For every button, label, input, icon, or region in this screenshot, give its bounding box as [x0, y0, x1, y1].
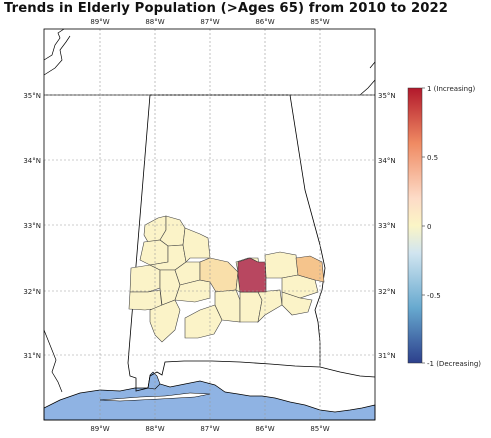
lat-label-right: 35°N: [378, 92, 396, 100]
lon-label-bottom: 87°W: [200, 425, 219, 433]
lon-label-bottom: 86°W: [255, 425, 274, 433]
latitude-labels-left: 35°N 34°N 33°N 32°N 31°N: [23, 92, 41, 360]
lat-label-left: 33°N: [23, 222, 41, 230]
lon-label-top: 85°W: [310, 18, 329, 26]
lat-label-right: 33°N: [378, 222, 396, 230]
lon-label-top: 86°W: [255, 18, 274, 26]
lat-label-left: 34°N: [23, 157, 41, 165]
lon-label-bottom: 89°W: [90, 425, 109, 433]
lon-label-top: 89°W: [90, 18, 109, 26]
county: [149, 299, 181, 343]
lon-label-top: 88°W: [145, 18, 164, 26]
longitude-labels-bottom: 89°W 88°W 87°W 86°W 85°W: [90, 425, 329, 433]
mississippi-river: [43, 28, 71, 76]
county: [139, 239, 169, 266]
lat-label-right: 34°N: [378, 157, 396, 165]
colorbar-label--0.5: -0.5: [427, 292, 441, 300]
lon-label-bottom: 88°W: [145, 425, 164, 433]
colorbar-label-0.5: 0.5: [427, 154, 438, 162]
colorbar-label-max: 1 (Increasing): [427, 85, 476, 93]
county: [264, 251, 299, 279]
longitude-labels-top: 89°W 88°W 87°W 86°W 85°W: [90, 18, 329, 26]
county: [281, 291, 313, 316]
county: [182, 227, 211, 263]
lon-label-bottom: 85°W: [310, 425, 329, 433]
county-group: [128, 215, 325, 343]
lat-label-right: 31°N: [378, 352, 396, 360]
lat-label-left: 35°N: [23, 92, 41, 100]
colorbar-label-0: 0: [427, 223, 431, 231]
county: [184, 304, 223, 339]
gulf-of-mexico-water: [43, 375, 376, 421]
lon-label-top: 87°W: [200, 18, 219, 26]
gridlines: [44, 29, 375, 420]
colorbar-ticks: [422, 87, 425, 364]
county: [129, 264, 161, 293]
map-title: Trends in Elderly Population (>Ages 65) …: [4, 1, 449, 16]
lat-label-left: 32°N: [23, 288, 41, 296]
latitude-labels-right: 35°N 34°N 33°N 32°N 31°N: [378, 92, 396, 360]
georgia-ne-border: [359, 61, 376, 96]
lat-label-left: 31°N: [23, 352, 41, 360]
county: [237, 257, 267, 293]
map-frame: [43, 28, 376, 421]
colorbar-label-min: -1 (Decreasing): [427, 360, 481, 368]
alabama-state-border: [127, 94, 326, 392]
county: [295, 255, 325, 283]
lat-label-right: 32°N: [378, 288, 396, 296]
colorbar: [407, 87, 423, 364]
florida-border-line: [319, 366, 376, 378]
